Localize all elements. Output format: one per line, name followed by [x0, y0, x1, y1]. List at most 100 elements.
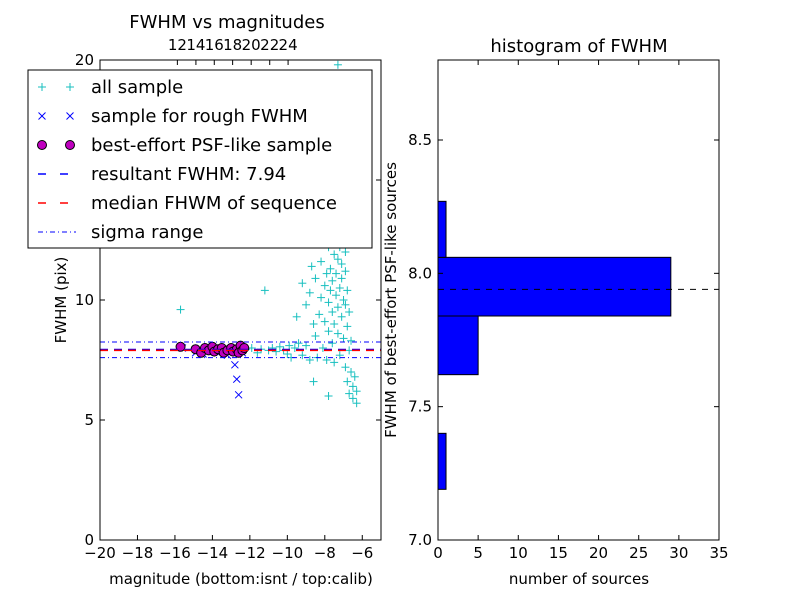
x-tick-label: −12	[234, 544, 266, 562]
data-point	[345, 346, 354, 355]
x-tick-label: −16	[159, 544, 191, 562]
data-point	[330, 358, 339, 367]
data-point	[298, 279, 307, 288]
data-point	[337, 274, 346, 283]
data-point	[343, 377, 352, 386]
data-point	[324, 392, 333, 400]
data-point	[339, 296, 348, 304]
y-tick-label: 5	[84, 411, 94, 429]
histogram-bar	[437, 315, 479, 376]
data-point	[283, 350, 292, 358]
data-point	[305, 288, 314, 297]
data-point	[324, 327, 333, 336]
data-point	[307, 262, 316, 271]
top-tick-label: 14	[186, 36, 205, 54]
legend-marker	[66, 112, 74, 120]
histogram-axes-frame	[437, 59, 720, 541]
histogram-panel: 0 5 10 15 20 25 30 35 7.0 7.5 8.0 8.5 histogram of …	[382, 36, 729, 588]
reference-lines	[100, 341, 381, 359]
y-tick-label: 8.0	[408, 264, 432, 282]
data-point	[285, 341, 294, 350]
data-point	[352, 387, 361, 396]
top-tick-label: 16	[205, 36, 224, 54]
data-point	[333, 60, 342, 69]
y-tick-label: 20	[75, 51, 94, 69]
x-tick-label: −18	[122, 544, 154, 562]
data-point	[298, 351, 307, 360]
data-point	[311, 332, 320, 340]
data-point	[305, 356, 314, 364]
data-point	[343, 286, 352, 295]
legend-label: median FHWM of sequence	[91, 193, 337, 214]
legend-entry: sample for rough FWHM	[38, 106, 308, 127]
x-tick-label: −20	[84, 544, 116, 562]
top-tick-label: 24	[279, 36, 298, 54]
scatter-x-label: magnitude (bottom:isnt / top:calib)	[109, 570, 373, 588]
data-point	[345, 308, 354, 316]
data-point	[328, 339, 337, 348]
x-tick-label: −10	[272, 544, 304, 562]
legend-marker	[38, 83, 46, 91]
data-point	[309, 377, 318, 386]
x-tick-label: 0	[433, 544, 443, 562]
legend-label: resultant FWHM: 7.94	[91, 164, 286, 185]
y-tick-label: 7.5	[408, 398, 432, 416]
data-point	[272, 347, 281, 356]
data-point	[348, 394, 357, 403]
x-tick-label: 10	[509, 544, 528, 562]
data-point	[320, 317, 329, 326]
legend: all sample sample for rough FWHM best-effo…	[27, 69, 373, 249]
legend-label: sigma range	[91, 222, 203, 243]
data-point	[328, 276, 337, 285]
data-point	[231, 360, 239, 369]
legend-marker	[66, 83, 74, 91]
legend-label: best-effort PSF-like sample	[91, 135, 332, 156]
y-tick-label: 0	[84, 531, 94, 549]
x-tick-label: 20	[589, 544, 608, 562]
data-point	[341, 248, 350, 256]
data-point	[343, 322, 352, 331]
data-point	[292, 312, 301, 321]
data-point	[176, 305, 185, 314]
data-point	[294, 339, 303, 348]
x-tick-label: 35	[709, 544, 728, 562]
data-point	[318, 344, 327, 352]
histogram-bar	[437, 200, 447, 258]
top-tick-label: 20	[242, 36, 261, 54]
legend-label: sample for rough FWHM	[91, 106, 308, 127]
data-point	[302, 300, 311, 309]
data-point	[348, 382, 357, 391]
legend-entry: median FHWM of sequence	[38, 193, 337, 214]
data-point	[341, 267, 350, 276]
data-point	[326, 264, 335, 273]
data-point	[330, 320, 339, 328]
top-tick-label: 18	[223, 36, 242, 54]
legend-marker	[37, 140, 47, 150]
data-point	[234, 390, 243, 399]
data-point	[322, 269, 331, 278]
histogram-y-label: FWHM of best-effort PSF-like sources	[382, 162, 400, 438]
histogram-bar	[437, 256, 672, 317]
histogram-bar	[437, 432, 447, 490]
legend-entries: all sample sample for rough FWHM best-effo…	[37, 77, 337, 243]
y-tick-label: 10	[75, 291, 94, 309]
x-tick-label: 30	[669, 544, 688, 562]
top-tick-label: 12	[168, 36, 187, 54]
x-tick-label: 15	[549, 544, 568, 562]
data-point	[232, 375, 241, 384]
data-point	[337, 260, 346, 268]
data-point	[339, 334, 348, 343]
data-point	[317, 257, 326, 266]
data-point	[330, 250, 339, 259]
data-point	[347, 368, 356, 376]
data-point	[332, 291, 341, 300]
histogram-title: histogram of FWHM	[490, 36, 667, 57]
x-tick-label: −8	[314, 544, 336, 562]
legend-entry: all sample	[38, 77, 183, 98]
data-point	[260, 286, 269, 295]
data-point	[333, 303, 342, 312]
data-point	[315, 310, 324, 319]
data-point	[333, 329, 342, 338]
legend-marker	[65, 140, 75, 150]
data-point	[333, 255, 342, 264]
